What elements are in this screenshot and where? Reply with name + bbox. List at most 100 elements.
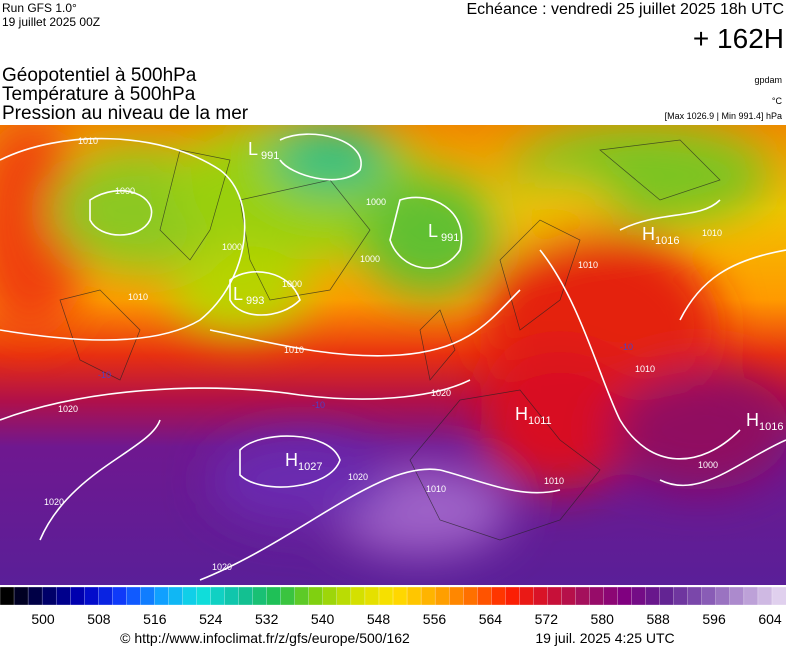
center-type: L (248, 139, 258, 159)
isobar-label: 1010 (426, 484, 446, 494)
color-swatch (505, 586, 520, 606)
color-swatch (140, 586, 156, 606)
field-label: Pression au niveau de la mer (2, 103, 249, 124)
color-swatch (154, 586, 170, 606)
color-swatch (266, 586, 282, 606)
center-pressure: 1016 (655, 235, 679, 247)
color-swatch (0, 586, 15, 606)
color-swatch (603, 586, 619, 606)
isobar-label: 1010 (128, 292, 148, 302)
center-pressure: 1011 (528, 415, 552, 427)
unit-label: [Max 1026.9 | Min 991.4] hPa (665, 111, 782, 121)
color-swatch (41, 586, 57, 606)
run-label: Run GFS 1.0° (2, 1, 77, 15)
colorbar-tick-label: 524 (199, 611, 223, 627)
color-swatch (631, 586, 647, 606)
color-swatch (280, 586, 296, 606)
color-swatch (406, 586, 422, 606)
isobar-label: 1020 (431, 388, 451, 398)
isobar-label: 1010 (578, 260, 598, 270)
valid-time: Echéance : vendredi 25 juillet 2025 18h … (466, 1, 784, 18)
center-pressure: 993 (246, 295, 264, 307)
lead-time: + 162H (693, 23, 784, 54)
isobar-label: 1000 (282, 279, 302, 289)
colorbar-tick-label: 548 (367, 611, 391, 627)
timestamp: 19 juil. 2025 4:25 UTC (535, 630, 674, 646)
isobar-label: 1010 (702, 228, 722, 238)
color-swatch (112, 586, 127, 606)
color-swatch (687, 586, 703, 606)
color-swatch (519, 586, 535, 606)
center-type: L (428, 221, 438, 241)
color-swatch (448, 586, 464, 606)
colorbar-tick-label: 540 (311, 611, 335, 627)
isobar-label: 1020 (58, 404, 78, 414)
color-swatch (463, 586, 478, 606)
color-swatch (575, 586, 591, 606)
colorbar-tick-label: 580 (591, 611, 615, 627)
color-swatch (322, 586, 338, 606)
source-credit: © http://www.infoclimat.fr/z/gfs/europe/… (120, 630, 410, 646)
color-swatch (27, 586, 43, 606)
unit-label: °C (772, 96, 783, 106)
colorbar-tick-label: 532 (255, 611, 279, 627)
color-swatch (252, 586, 268, 606)
center-type: H (642, 224, 655, 244)
temperature-label: -10 (620, 342, 633, 352)
colorbar-tick-label: 596 (702, 611, 726, 627)
temperature-label: -10 (312, 400, 325, 410)
color-swatch (378, 586, 394, 606)
temperature-label: -10 (98, 370, 111, 380)
isobar-label: 1020 (348, 472, 368, 482)
isobar-label: 1010 (284, 345, 304, 355)
center-pressure: 991 (261, 150, 279, 162)
colorbar-tick-label: 564 (479, 611, 503, 627)
color-swatch (364, 586, 380, 606)
color-swatch (238, 586, 254, 606)
color-swatch (224, 586, 240, 606)
isobar-label: 1020 (44, 497, 64, 507)
color-swatch (561, 586, 577, 606)
field-label: Température à 500hPa (2, 84, 196, 105)
center-type: L (233, 284, 243, 304)
color-swatch (757, 586, 773, 606)
color-swatch (434, 586, 450, 606)
center-type: H (285, 450, 298, 470)
color-swatch (196, 586, 212, 606)
center-type: H (515, 404, 528, 424)
color-swatch (13, 586, 29, 606)
color-swatch (547, 586, 563, 606)
isobar-label: 1000 (222, 242, 242, 252)
isobar-label: 1000 (115, 186, 135, 196)
color-swatch (743, 586, 759, 606)
color-swatch (98, 586, 113, 606)
unit-label: gpdam (754, 75, 782, 85)
color-swatch (126, 586, 142, 606)
color-swatch (392, 586, 408, 606)
color-swatch (336, 586, 352, 606)
center-pressure: 1027 (298, 461, 322, 473)
colorbar-tick-label: 556 (423, 611, 447, 627)
color-swatch (210, 586, 226, 606)
color-swatch (617, 586, 633, 606)
color-swatch (55, 586, 71, 606)
color-swatch (645, 586, 661, 606)
field-label: Géopotentiel à 500hPa (2, 65, 197, 86)
colorbar-tick-label: 604 (758, 611, 782, 627)
color-swatch (182, 586, 198, 606)
center-pressure: 1016 (759, 421, 783, 433)
colorbar-tick-label: 588 (646, 611, 670, 627)
color-swatch (308, 586, 324, 606)
color-swatch (168, 586, 184, 606)
color-swatch (771, 586, 786, 606)
color-swatch (477, 586, 492, 606)
isobar-label: 1010 (635, 364, 655, 374)
color-swatch (589, 586, 605, 606)
color-swatch (420, 586, 436, 606)
isobar-label: 1000 (366, 197, 386, 207)
isobar-label: 1020 (212, 562, 232, 572)
isobar-label: 1000 (698, 460, 718, 470)
isobar-label: 1010 (544, 476, 564, 486)
